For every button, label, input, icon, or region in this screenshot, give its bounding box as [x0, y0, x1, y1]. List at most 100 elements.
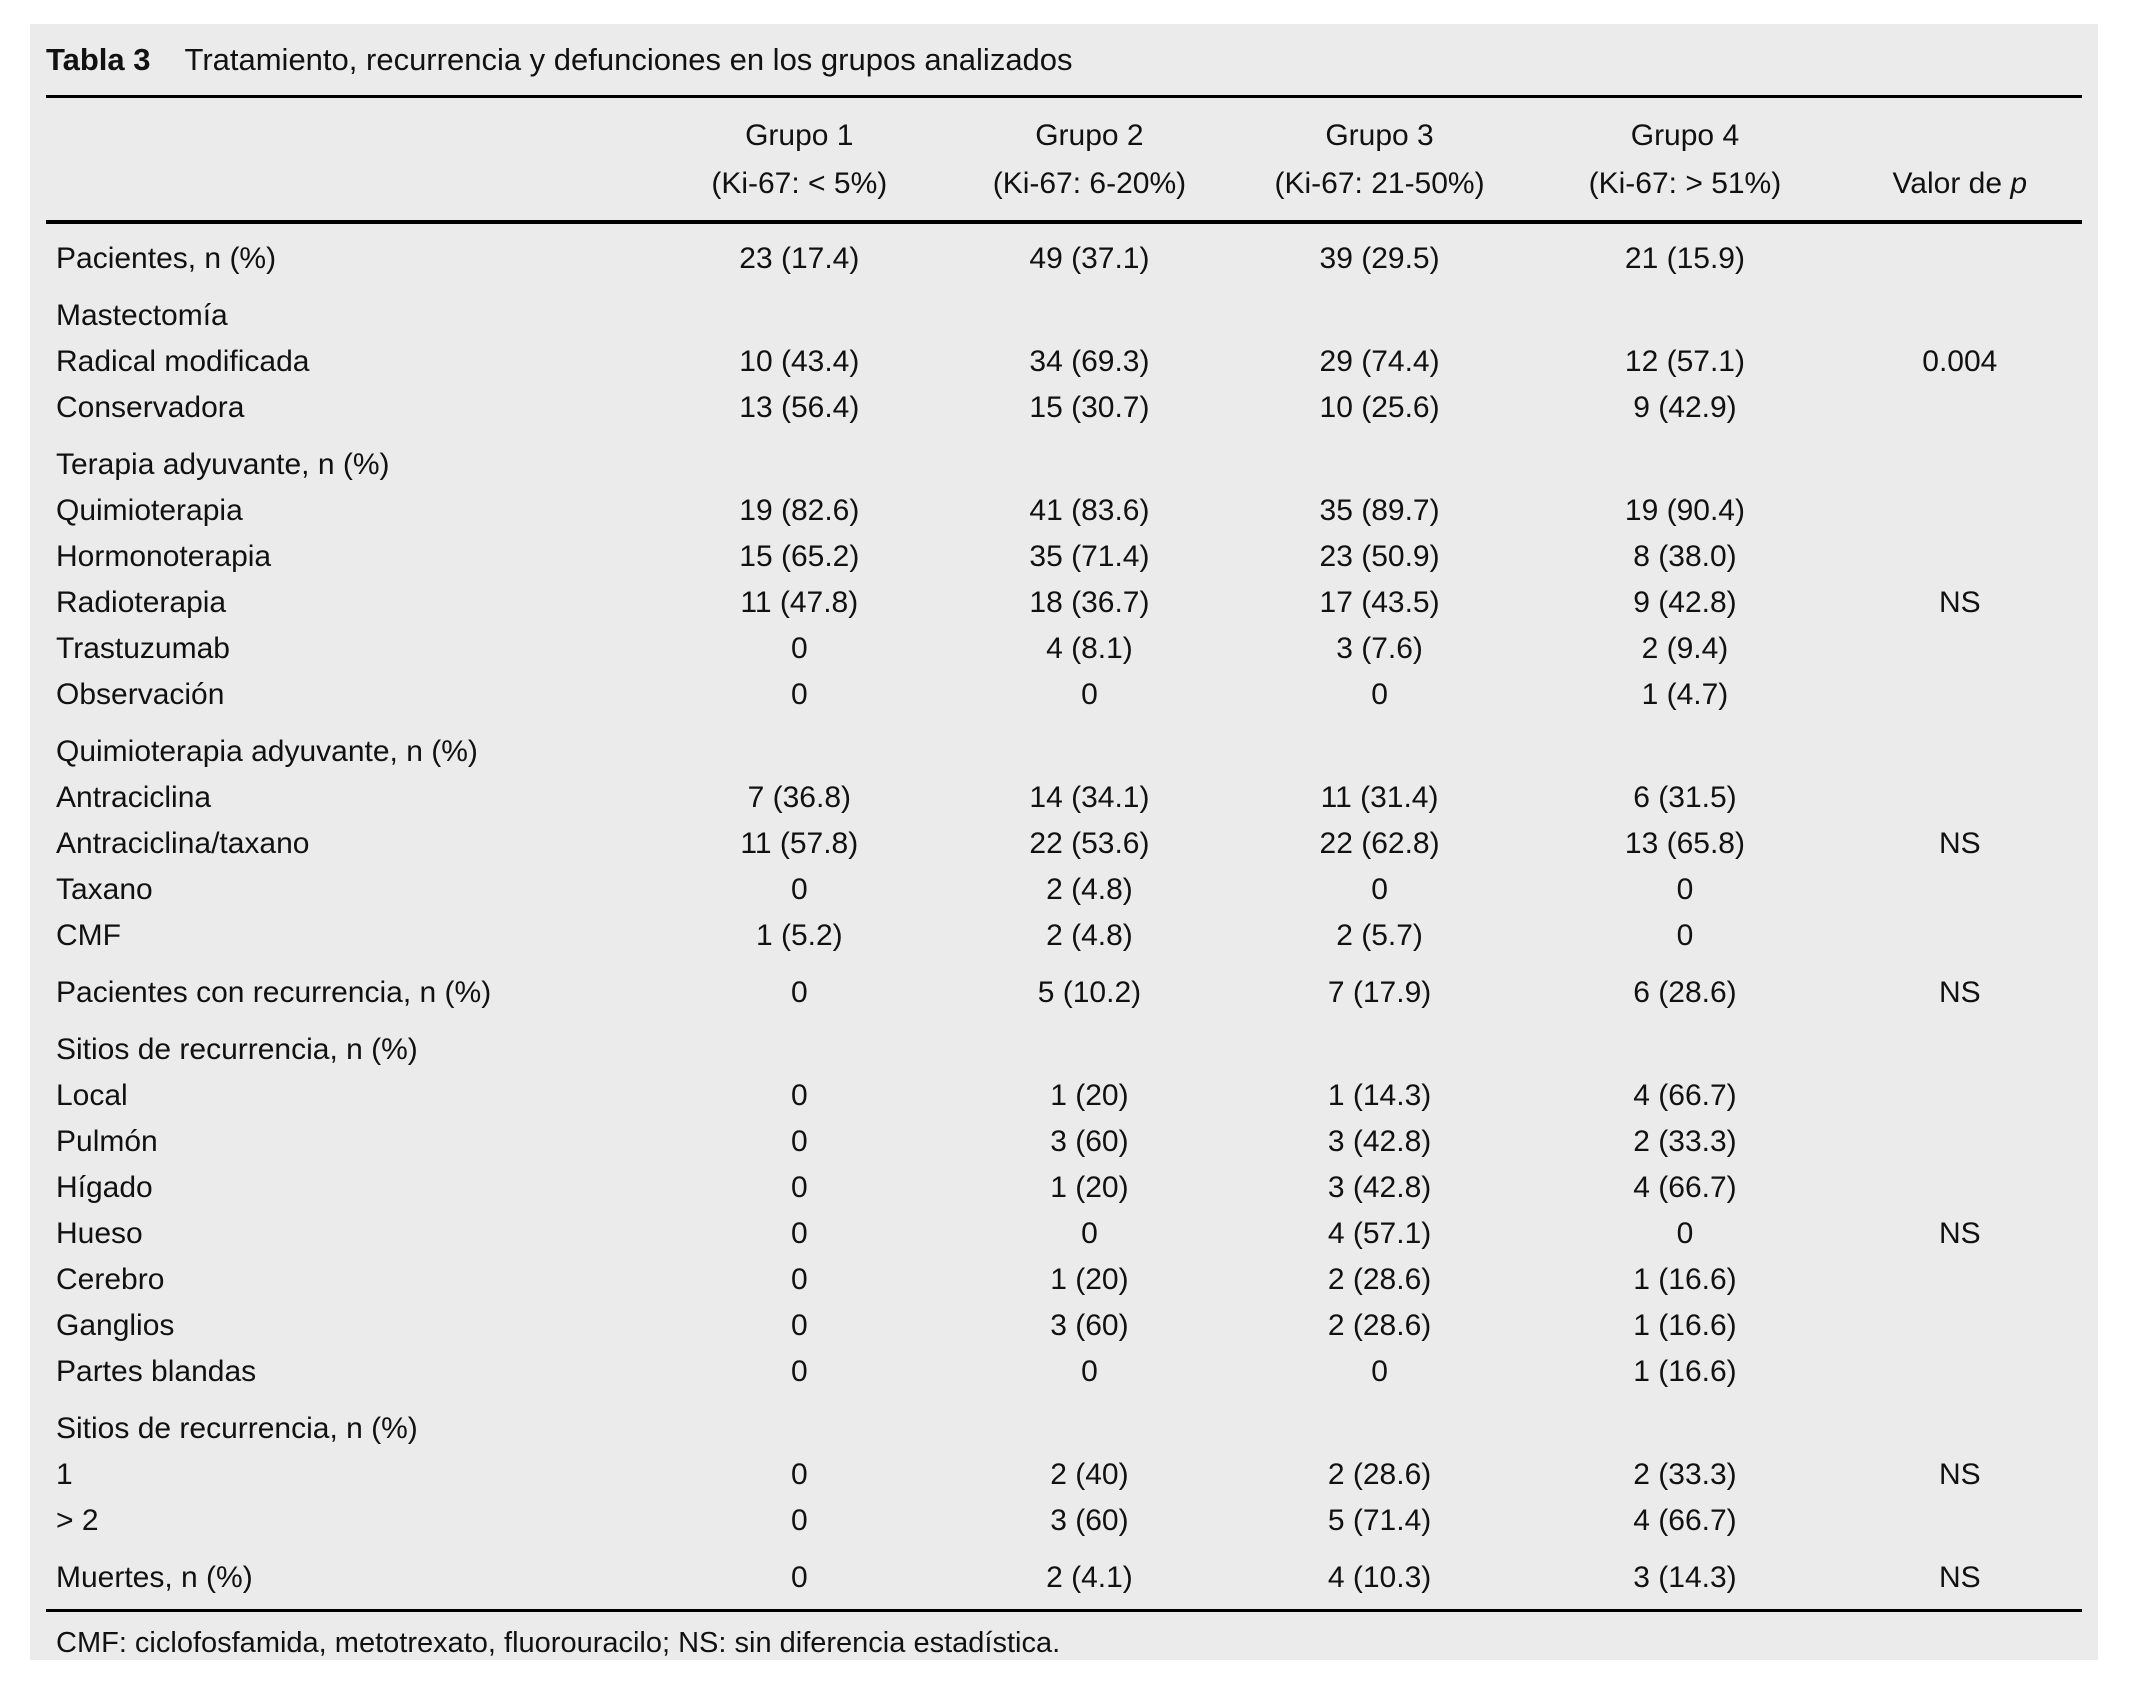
- cell-group2: 22 (53.6): [1029, 827, 1150, 860]
- cell-group2: 3 (60): [1050, 1309, 1129, 1342]
- cell-group3: 29 (74.4): [1319, 345, 1440, 378]
- cell-group3: 4 (57.1): [1327, 1217, 1432, 1250]
- table-row: > 2 0 3 (60) 5 (71.4) 4 (66.7): [46, 1498, 2082, 1544]
- table-row: Hueso 0 0 4 (57.1) 0: [46, 1211, 2082, 1257]
- cell-group3: 3 (42.8): [1327, 1125, 1432, 1158]
- cell-group2: 2 (4.1): [1046, 1561, 1133, 1594]
- cell-group1: 0: [790, 1504, 808, 1537]
- table-title-label: Tabla 3: [46, 41, 151, 77]
- cell-group3: 2 (28.6): [1327, 1458, 1432, 1491]
- table-row: Hormonoterapia 15 (65.2) 35 (71.4) 23 (5…: [46, 534, 2082, 580]
- cell-group1: 0: [790, 678, 808, 711]
- cell-pvalue: NS: [1938, 976, 1981, 1009]
- cell-group4: 9 (42.8): [1633, 586, 1737, 619]
- group1-range: (Ki-67: < 5%): [711, 167, 888, 200]
- cell-group4: 4 (66.7): [1633, 1504, 1737, 1537]
- cell-group2: 49 (37.1): [1029, 242, 1150, 275]
- section-label: Terapia adyuvante, n (%): [56, 448, 390, 481]
- cell-group2: 0: [1081, 678, 1098, 711]
- table-row: Antraciclina/taxano 11 (57.8) 22 (53.6) …: [46, 821, 2082, 867]
- cell-group3: 7 (17.9): [1327, 976, 1432, 1009]
- table-row: Antraciclina 7 (36.8) 14 (34.1) 11 (31.4…: [46, 775, 2082, 821]
- column-header-pvalue: Valor de p: [1837, 98, 2082, 224]
- cell-group2: 2 (4.8): [1046, 919, 1133, 952]
- column-header-empty: [46, 98, 647, 224]
- cell-group1: 0: [790, 1079, 808, 1112]
- table-row: CMF 1 (5.2) 2 (4.8) 2 (5.7) 0: [46, 913, 2082, 959]
- cell-group1: 11 (57.8): [740, 827, 859, 860]
- cell-group1: 1 (5.2): [755, 919, 843, 952]
- row-label: > 2: [56, 1504, 99, 1537]
- cell-group4: 2 (33.3): [1633, 1125, 1737, 1158]
- cell-group1: 10 (43.4): [739, 345, 860, 378]
- table-row: Hígado 0 1 (20) 3 (42.8) 4 (66.7): [46, 1165, 2082, 1211]
- table-row: Trastuzumab 0 4 (8.1) 3 (7.6) 2 (9.4): [46, 626, 2082, 672]
- pvalue-header-symbol: p: [2010, 167, 2028, 200]
- cell-group2: 0: [1081, 1355, 1098, 1388]
- cell-group4: 1 (16.6): [1633, 1263, 1737, 1296]
- cell-group1: 7 (36.8): [747, 781, 851, 814]
- cell-group2: 1 (20): [1050, 1079, 1129, 1112]
- column-header-row: Grupo 1 (Ki-67: < 5%) Grupo 2 (Ki-67: 6-…: [46, 98, 2082, 224]
- cell-group2: 15 (30.7): [1029, 391, 1150, 424]
- cell-group3: 35 (89.7): [1319, 494, 1440, 527]
- table-row: Cerebro 0 1 (20) 2 (28.6) 1 (16.6): [46, 1257, 2082, 1303]
- pvalue-header-prefix: Valor de: [1892, 167, 2003, 200]
- cell-group4: 13 (65.8): [1624, 827, 1745, 860]
- row-label: Observación: [56, 678, 225, 711]
- cell-group1: 0: [790, 1355, 808, 1388]
- table-row: Muertes, n (%) 0 2 (4.1) 4 (10.3) 3 (14.…: [46, 1544, 2082, 1601]
- cell-group3: 4 (10.3): [1327, 1561, 1432, 1594]
- cell-group3: 17 (43.5): [1319, 586, 1440, 619]
- section-label: Sitios de recurrencia, n (%): [56, 1412, 418, 1445]
- cell-group1: 0: [790, 976, 808, 1009]
- cell-group1: 0: [790, 1171, 808, 1204]
- cell-group1: 11 (47.8): [740, 586, 859, 619]
- cell-group3: 0: [1371, 1355, 1388, 1388]
- cell-group1: 0: [790, 1458, 808, 1491]
- cell-group2: 41 (83.6): [1029, 494, 1150, 527]
- cell-group2: 34 (69.3): [1029, 345, 1150, 378]
- cell-group1: 0: [790, 1263, 808, 1296]
- row-label: 1: [56, 1458, 73, 1491]
- cell-pvalue: [1838, 1498, 2082, 1544]
- table-row: 1 0 2 (40) 2 (28.6) 2 (33.3) NS: [46, 1452, 2082, 1498]
- section-label: Sitios de recurrencia, n (%): [56, 1033, 418, 1066]
- cell-group2: 5 (10.2): [1037, 976, 1142, 1009]
- cell-group3: 2 (5.7): [1336, 919, 1423, 952]
- table-row: Pacientes con recurrencia, n (%) 0 5 (10…: [46, 959, 2082, 1016]
- section-row: Terapia adyuvante, n (%): [46, 431, 2082, 488]
- table-row: Taxano 0 2 (4.8) 0 0: [46, 867, 2082, 913]
- row-label: Hueso: [56, 1217, 143, 1250]
- row-label: Radical modificada: [56, 345, 310, 378]
- cell-group4: 12 (57.1): [1624, 345, 1745, 378]
- table-card: Tabla 3 Tratamiento, recurrencia y defun…: [30, 24, 2098, 1660]
- cell-group2: 35 (71.4): [1029, 540, 1150, 573]
- table-title-text: Tratamiento, recurrencia y defunciones e…: [184, 41, 1073, 77]
- cell-group4: 1 (16.6): [1633, 1309, 1737, 1342]
- cell-group2: 1 (20): [1050, 1263, 1129, 1296]
- cell-group4: 4 (66.7): [1633, 1079, 1737, 1112]
- cell-group3: 22 (62.8): [1319, 827, 1440, 860]
- cell-group1: 0: [790, 1125, 808, 1158]
- cell-pvalue: [1838, 775, 2082, 821]
- cell-group4: 1 (16.6): [1633, 1355, 1737, 1388]
- cell-group3: 2 (28.6): [1327, 1263, 1432, 1296]
- group4-range: (Ki-67: > 51%): [1588, 167, 1782, 200]
- cell-group1: 23 (17.4): [739, 242, 860, 275]
- row-label: Radioterapia: [56, 586, 227, 619]
- row-label: Pacientes, n (%): [56, 242, 277, 275]
- cell-group4: 0: [1676, 873, 1694, 906]
- footnote: CMF: ciclofosfamida, metotrexato, fluoro…: [56, 1627, 1061, 1659]
- cell-group4: 2 (9.4): [1641, 632, 1729, 665]
- cell-group4: 9 (42.9): [1633, 391, 1737, 424]
- cell-group2: 4 (8.1): [1046, 632, 1133, 665]
- table-row: Local 0 1 (20) 1 (14.3) 4 (66.7) NS: [46, 1073, 2082, 1250]
- cell-group2: 14 (34.1): [1029, 781, 1150, 814]
- cell-group4: 1 (4.7): [1641, 678, 1729, 711]
- group4-name: Grupo 4: [1630, 119, 1740, 152]
- section-row: Sitios de recurrencia, n (%): [46, 1395, 2082, 1452]
- table-row: Pulmón 0 3 (60) 3 (42.8) 2 (33.3): [46, 1119, 2082, 1165]
- cell-group4: 0: [1676, 919, 1694, 952]
- cell-group3: 5 (71.4): [1327, 1504, 1432, 1537]
